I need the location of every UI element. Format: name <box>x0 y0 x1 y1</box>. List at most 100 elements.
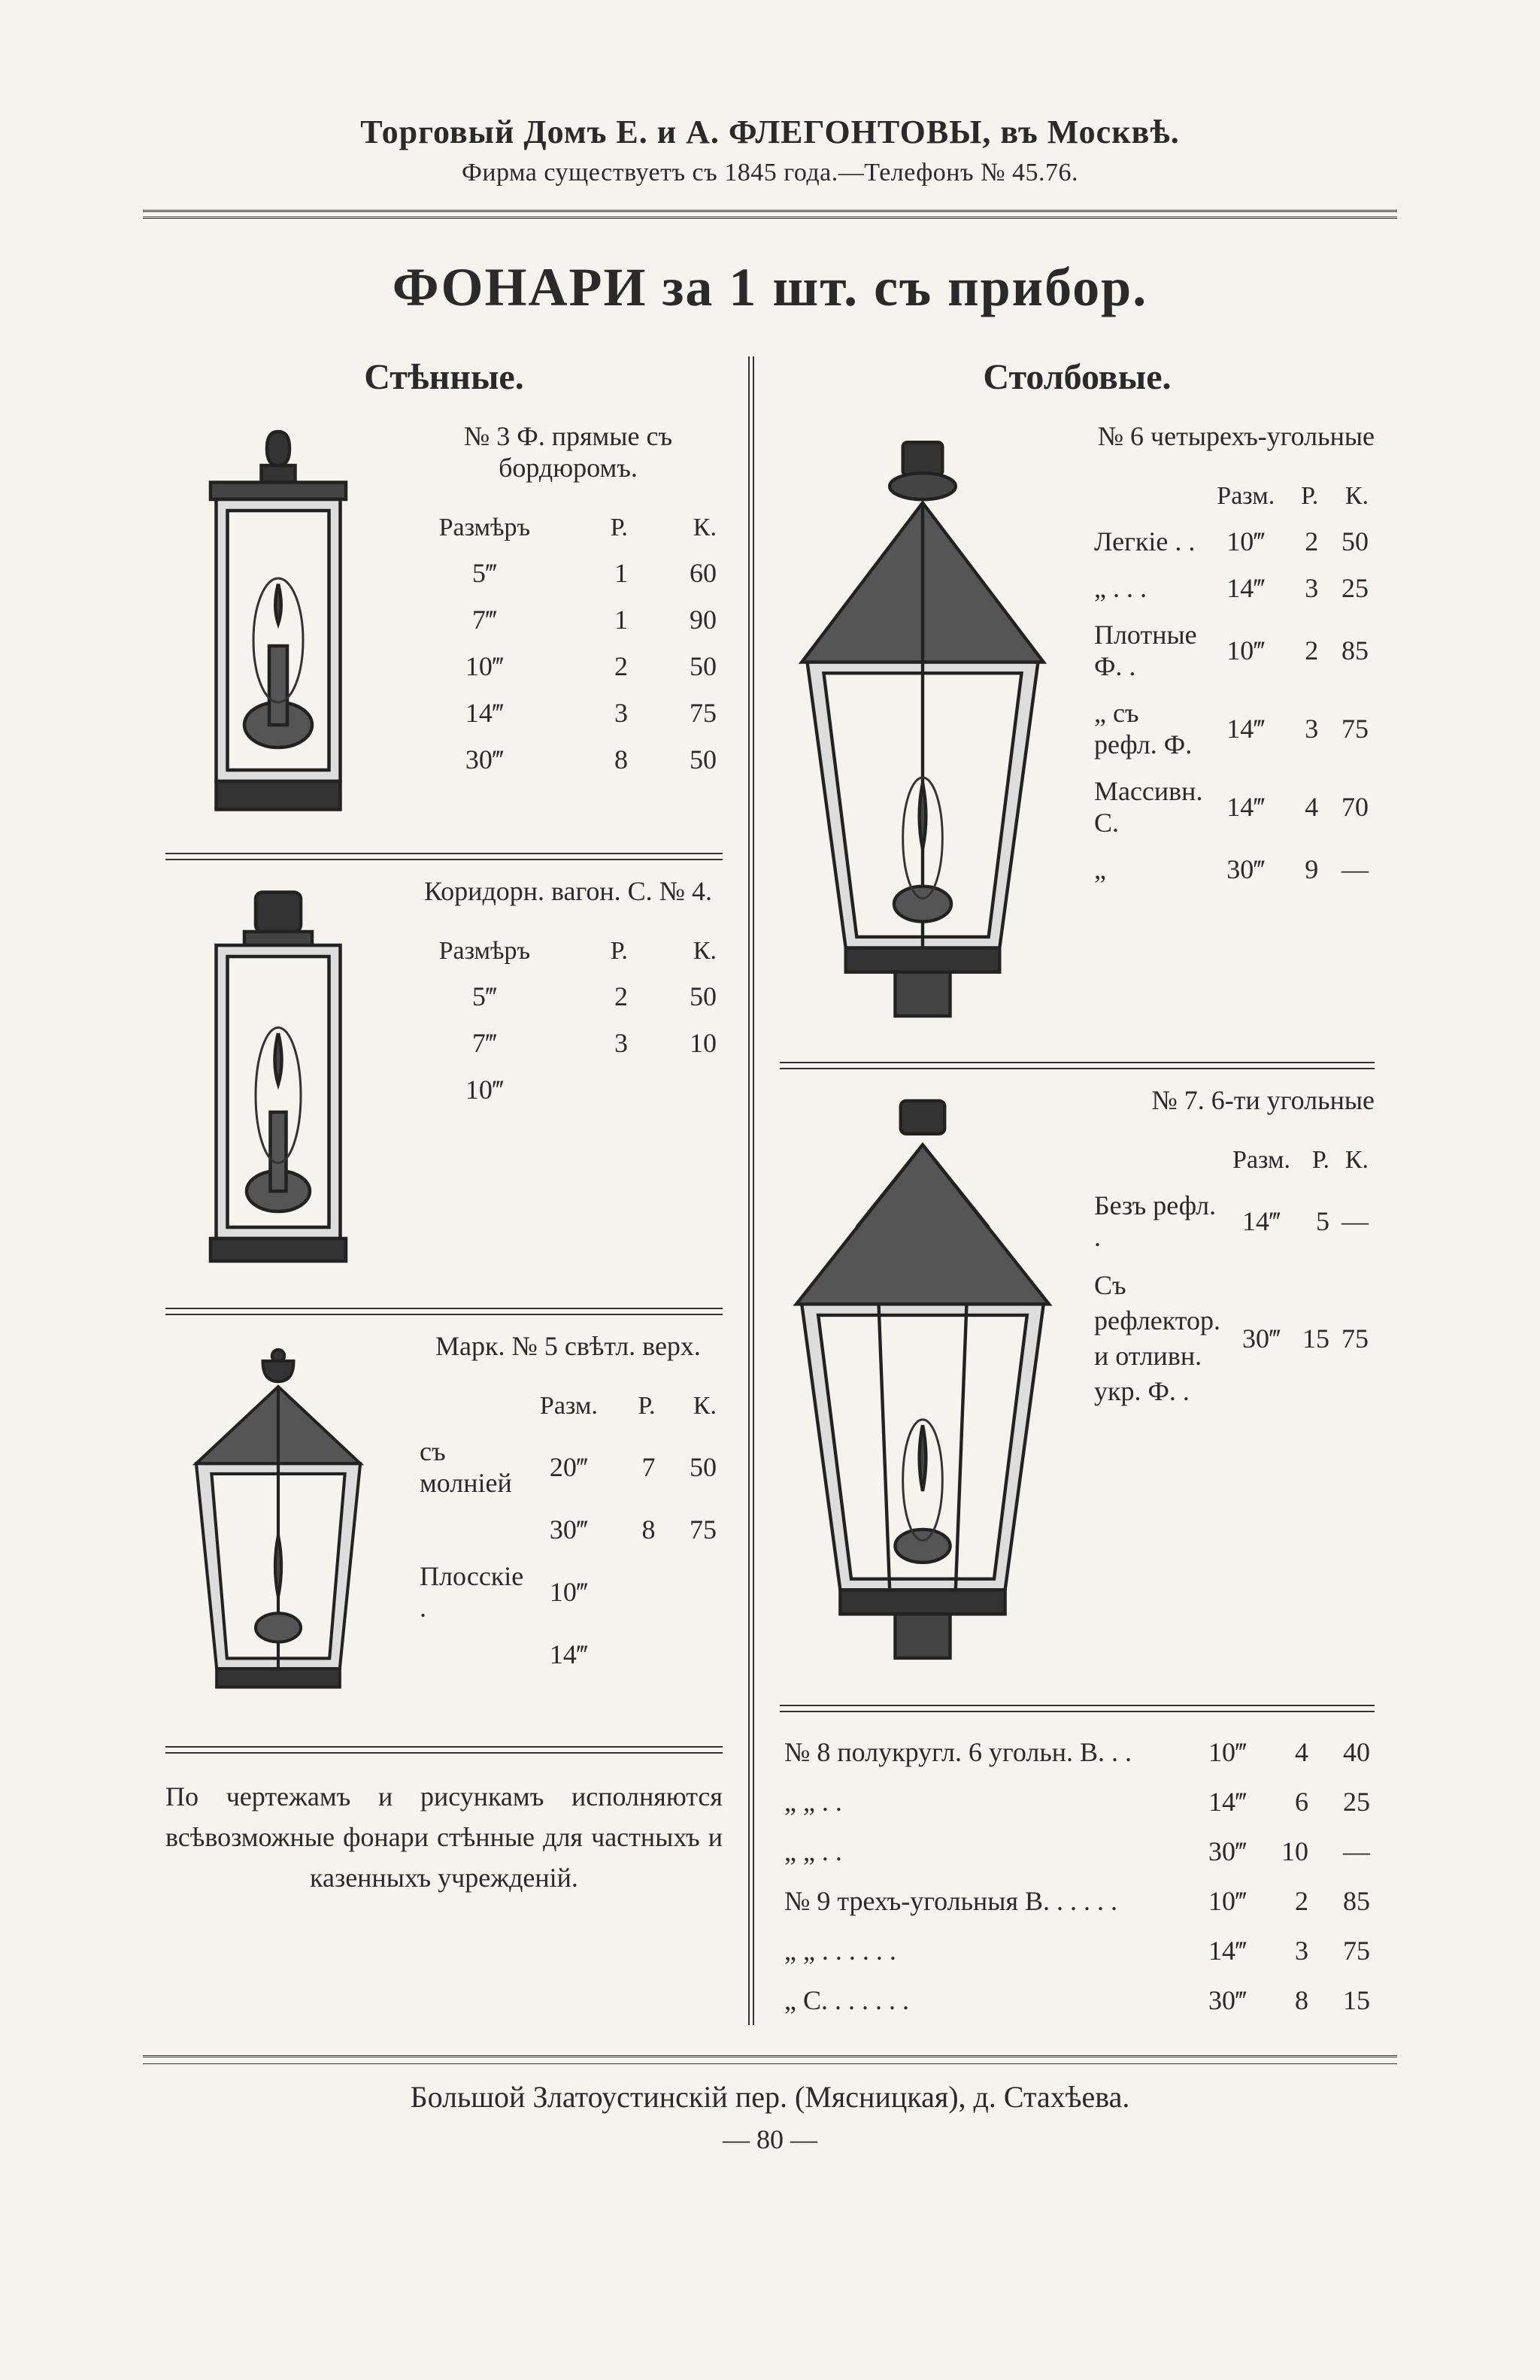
col-rubles: Р. <box>556 929 634 973</box>
left-heading: Стѣнные. <box>165 356 723 398</box>
cell: „ „ . . <box>780 1777 1167 1827</box>
cell: 75 <box>1324 690 1375 768</box>
cell: 2 <box>1251 1876 1313 1926</box>
cell: 10 <box>1251 1827 1313 1876</box>
cell: 6 <box>1251 1777 1313 1827</box>
cell: Съ рефлектор. и отливн. укр. Ф. . <box>1088 1260 1226 1416</box>
right-column: Столбовые. <box>757 356 1397 2025</box>
product-5-title: Марк. № 5 свѣтл. верх. <box>414 1330 723 1362</box>
cell: 10‴ <box>1167 1727 1251 1777</box>
cell: 50 <box>662 1428 723 1506</box>
cell: 10‴ <box>414 643 556 690</box>
cell: 50 <box>634 736 723 783</box>
col-kopeks: К. <box>662 1384 723 1428</box>
cell: 75 <box>1335 1260 1375 1416</box>
cell: 30‴ <box>1167 1975 1251 2025</box>
lantern-flat-illustration <box>165 420 391 830</box>
lantern-tapered-illustration <box>165 1330 391 1724</box>
col-rubles: Р. <box>556 506 634 550</box>
column-divider <box>748 356 754 2025</box>
cell: 14‴ <box>529 1631 608 1678</box>
cell: 50 <box>634 973 723 1020</box>
cell: 8 <box>1251 1975 1313 2025</box>
right-heading: Столбовые. <box>780 356 1375 398</box>
col-kopeks: К. <box>1324 474 1375 518</box>
cell: 7 <box>608 1428 662 1506</box>
cell <box>662 1553 723 1631</box>
divider <box>165 853 723 860</box>
col-rubles: Р. <box>608 1384 662 1428</box>
product-3: № 3 Ф. прямые съ бордюромъ. Размѣръ Р. К… <box>165 420 723 830</box>
cell: — <box>1313 1827 1375 1876</box>
cell: 25 <box>1324 565 1375 611</box>
left-note: По чертежамъ и рисункамъ исполняются всѣ… <box>165 1776 723 1898</box>
cell: Безъ рефл. . <box>1088 1182 1226 1260</box>
cell: 70 <box>1324 768 1375 846</box>
cell: 75 <box>634 690 723 736</box>
col-size: Разм. <box>1226 1138 1296 1182</box>
product-7: № 7. 6-ти угольные Разм. Р. К. Безъ рефл… <box>780 1084 1375 1681</box>
cell: — <box>1324 846 1375 893</box>
page-number: — 80 — <box>143 2124 1397 2155</box>
cell: „ съ рефл. Ф. <box>1088 690 1208 768</box>
cell: 85 <box>1313 1876 1375 1926</box>
cell <box>608 1631 662 1678</box>
cell: 8 <box>556 736 634 783</box>
cell: Плотные Ф. . <box>1088 611 1208 690</box>
cell: 30‴ <box>1167 1827 1251 1876</box>
cell: 2 <box>1283 611 1324 690</box>
cell: „ . . . <box>1088 565 1208 611</box>
page-title: ФОНАРИ за 1 шт. съ прибор. <box>143 256 1397 319</box>
cell: 14‴ <box>414 690 556 736</box>
cell: 10‴ <box>414 1066 556 1113</box>
product-6-title: № 6 четырехъ-угольные <box>1088 420 1375 452</box>
cell: 3 <box>1283 690 1324 768</box>
cell: № 9 трехъ-угольныя В. . . . . . <box>780 1876 1167 1926</box>
cell: 3 <box>556 1020 634 1066</box>
catalog-page: Торговый Домъ Е. и А. ФЛЕГОНТОВЫ, въ Мос… <box>0 0 1540 2380</box>
cell: № 8 полукругл. 6 угольн. В. . . <box>780 1727 1167 1777</box>
cell <box>634 1066 723 1113</box>
cell: Массивн. С. <box>1088 768 1208 846</box>
cell: 15 <box>1313 1975 1375 2025</box>
cell: 14‴ <box>1208 768 1283 846</box>
product-6: № 6 четырехъ-угольные Разм. Р. К. Легкіе… <box>780 420 1375 1039</box>
divider <box>165 1746 723 1754</box>
cell <box>556 1066 634 1113</box>
cell <box>662 1631 723 1678</box>
footer-address: Большой Златоустинскій пер. (Мясницкая),… <box>143 2079 1397 2115</box>
cell: 10‴ <box>1167 1876 1251 1926</box>
col-rubles: Р. <box>1283 474 1324 518</box>
cell: „ „ . . <box>780 1827 1167 1876</box>
col-size: Размѣръ <box>414 506 556 550</box>
columns: Стѣнные. <box>143 356 1397 2025</box>
product-3-prices: Размѣръ Р. К. 5‴160 7‴190 10‴250 14‴375 … <box>414 506 723 783</box>
cell: 10‴ <box>1208 611 1283 690</box>
cell: Плосскіе . <box>414 1553 529 1631</box>
cell: 15 <box>1296 1260 1335 1416</box>
cell: 9 <box>1283 846 1324 893</box>
cell: 1 <box>556 550 634 596</box>
cell: 14‴ <box>1208 565 1283 611</box>
cell: 2 <box>1283 518 1324 565</box>
cell: 20‴ <box>529 1428 608 1506</box>
cell: 60 <box>634 550 723 596</box>
cell: „ С. . . . . . . <box>780 1975 1167 2025</box>
col-size: Размѣръ <box>414 929 556 973</box>
cell: 10‴ <box>1208 518 1283 565</box>
cell: 10 <box>634 1020 723 1066</box>
lantern-post-4side-illustration <box>780 420 1066 1039</box>
cell: 14‴ <box>1208 690 1283 768</box>
cell: 50 <box>634 643 723 690</box>
col-size: Разм. <box>1208 474 1283 518</box>
cell <box>414 1631 529 1678</box>
product-4: Коридорн. вагон. С. № 4. Размѣръ Р. К. 5… <box>165 875 723 1285</box>
product-4-title: Коридорн. вагон. С. № 4. <box>414 875 723 907</box>
cell: 14‴ <box>1167 1777 1251 1827</box>
product-4-prices: Размѣръ Р. К. 5‴250 7‴310 10‴ <box>414 929 723 1113</box>
cell: 14‴ <box>1167 1926 1251 1975</box>
cell <box>414 1506 529 1553</box>
cell: 85 <box>1324 611 1375 690</box>
cell: 7‴ <box>414 1020 556 1066</box>
col-size: Разм. <box>529 1384 608 1428</box>
